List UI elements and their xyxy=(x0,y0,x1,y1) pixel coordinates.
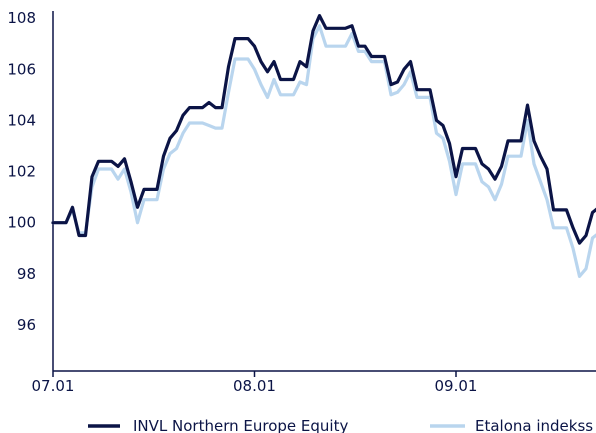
x-tick-label: 07.01 xyxy=(32,377,75,395)
series-line-benchmark xyxy=(51,24,596,278)
y-tick-label: 102 xyxy=(7,163,36,181)
legend-item-invl: INVL Northern Europe Equity xyxy=(88,417,348,433)
legend: INVL Northern Europe Equity Etalona indek… xyxy=(88,417,593,433)
series-lines xyxy=(51,14,596,278)
y-tick-label: 96 xyxy=(17,316,36,334)
y-tick-label: 98 xyxy=(17,265,36,283)
y-tick-label: 104 xyxy=(7,111,36,129)
y-tick-label: 106 xyxy=(7,60,36,78)
legend-label: INVL Northern Europe Equity xyxy=(133,417,348,433)
x-tick-label: 09.01 xyxy=(435,377,478,395)
x-tick-label: 08.01 xyxy=(233,377,276,395)
axes: 96 98 100 102 104 106 108 07.01 08.01 09.01 xyxy=(7,9,596,395)
y-tick-label: 108 xyxy=(7,9,36,27)
series-line-invl xyxy=(51,14,596,245)
legend-item-benchmark: Etalona indekss xyxy=(430,417,593,433)
y-tick-label: 100 xyxy=(7,214,36,232)
legend-label: Etalona indekss xyxy=(475,417,593,433)
